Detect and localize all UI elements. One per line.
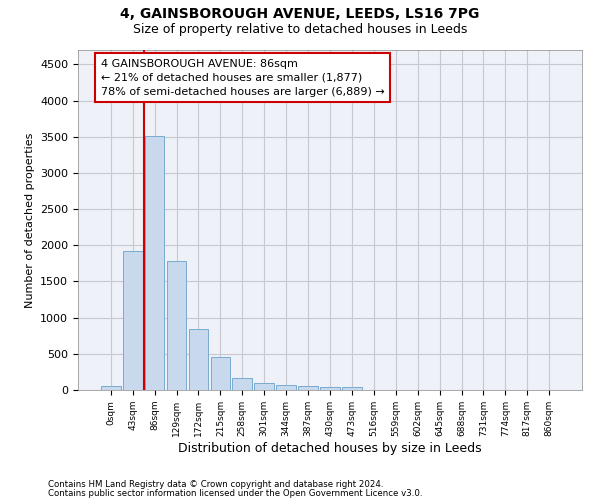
Bar [145,136,164,390]
Bar [320,387,340,390]
Bar [254,383,274,390]
Bar [232,378,252,390]
Bar [123,251,143,390]
Bar [101,386,121,390]
Bar [211,356,230,390]
Text: Size of property relative to detached houses in Leeds: Size of property relative to detached ho… [133,22,467,36]
Bar [167,260,187,390]
X-axis label: Distribution of detached houses by size in Leeds: Distribution of detached houses by size … [178,442,482,454]
Bar [298,386,318,390]
Y-axis label: Number of detached properties: Number of detached properties [25,132,35,308]
Bar [188,329,208,390]
Text: Contains public sector information licensed under the Open Government Licence v3: Contains public sector information licen… [48,488,422,498]
Text: 4, GAINSBOROUGH AVENUE, LEEDS, LS16 7PG: 4, GAINSBOROUGH AVENUE, LEEDS, LS16 7PG [121,8,479,22]
Text: 4 GAINSBOROUGH AVENUE: 86sqm
← 21% of detached houses are smaller (1,877)
78% of: 4 GAINSBOROUGH AVENUE: 86sqm ← 21% of de… [101,58,385,96]
Text: Contains HM Land Registry data © Crown copyright and database right 2024.: Contains HM Land Registry data © Crown c… [48,480,383,489]
Bar [276,386,296,390]
Bar [342,388,362,390]
